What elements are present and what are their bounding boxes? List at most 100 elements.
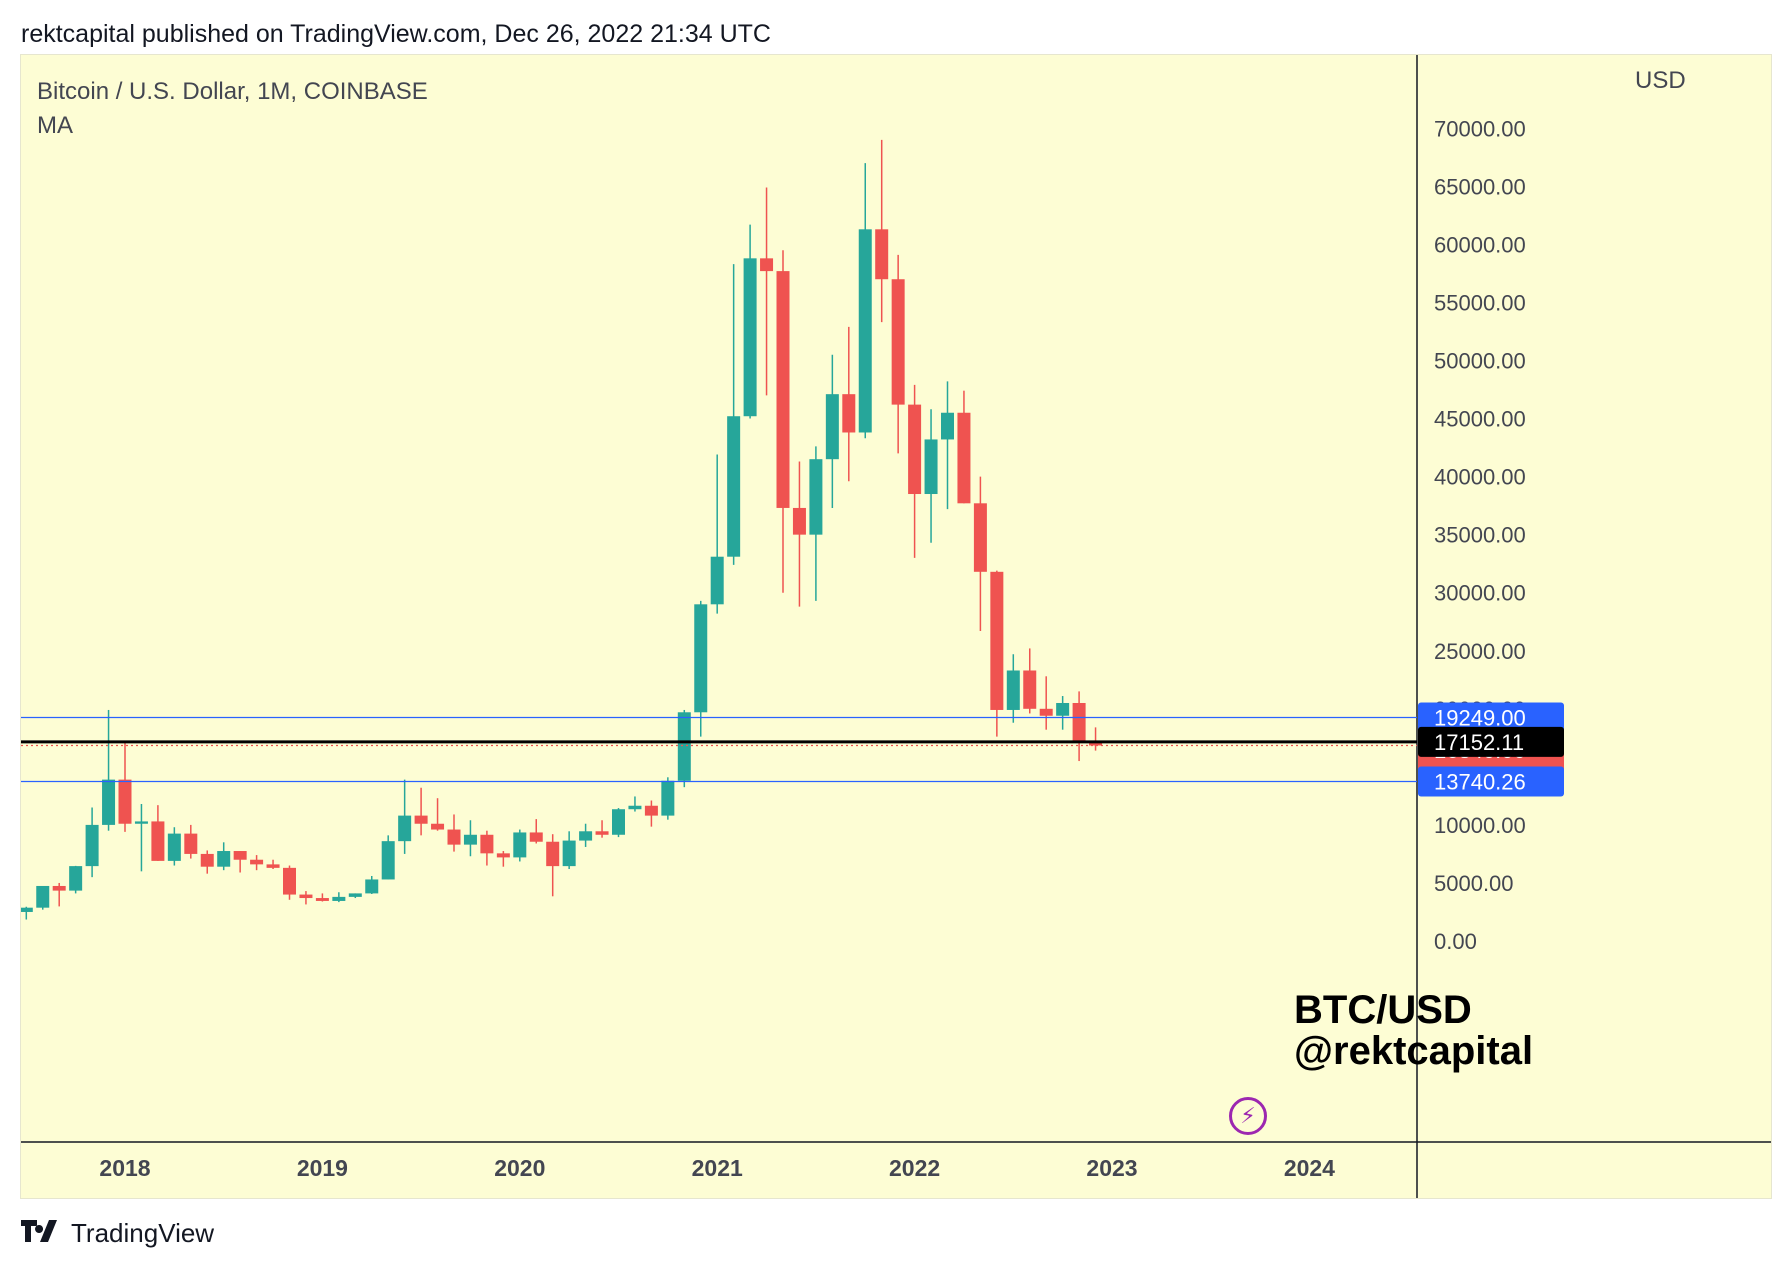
candle-body [21,907,33,912]
candle-2019-10[interactable] [463,820,477,857]
candle-body [315,898,329,901]
candle-2022-06[interactable] [990,570,1004,737]
price-tick-label: 35000.00 [1434,523,1526,548]
candle-2020-08[interactable] [628,796,642,812]
published-line: rektcapital published on TradingView.com… [21,20,771,48]
candle-2022-10[interactable] [1056,696,1070,730]
candle-2020-02[interactable] [529,819,543,844]
candle-2017-08[interactable] [36,885,50,910]
candle-2020-12[interactable] [694,600,708,737]
candle-2020-07[interactable] [612,808,625,838]
candle-2019-02[interactable] [332,892,346,903]
candle-2022-05[interactable] [973,476,987,632]
price-tag-17152.11[interactable]: 17152.11 [1418,726,1564,757]
candle-2019-01[interactable] [315,893,329,902]
candle-2019-05[interactable] [381,835,395,880]
candle-body [990,571,1004,710]
tradingview-brand[interactable]: TradingView [21,1218,214,1249]
candle-2021-08[interactable] [825,354,839,508]
candle-body [908,404,922,495]
candle-2021-12[interactable] [891,254,905,454]
time-tick-label: 2024 [1284,1155,1335,1181]
candle-2019-04[interactable] [365,875,379,894]
candle-2018-02[interactable] [134,804,148,872]
candle-2022-08[interactable] [1023,648,1037,714]
chart-frame[interactable]: 0.005000.0010000.0015000.0020000.0025000… [20,54,1772,1199]
candle-2021-06[interactable] [792,461,806,607]
candle-2020-05[interactable] [579,823,593,847]
price-tag-13740.26[interactable]: 13740.26 [1418,766,1564,797]
candle-2021-10[interactable] [858,163,872,439]
candle-2022-01[interactable] [908,384,922,558]
candle-body [1006,670,1020,710]
candle-2022-07[interactable] [1006,654,1020,723]
candle-2018-12[interactable] [299,891,313,905]
candle-2018-11[interactable] [283,865,296,900]
candle-2018-05[interactable] [184,824,198,859]
candle-2018-03[interactable] [151,805,165,861]
candle-2021-02[interactable] [727,264,741,565]
time-tick-label: 2019 [297,1155,348,1181]
candle-2020-01[interactable] [513,829,527,862]
time-tick-label: 2020 [494,1155,545,1181]
candle-2021-05[interactable] [776,250,790,593]
candle-2017-10[interactable] [69,865,83,894]
candle-body [941,412,954,440]
candle-2020-04[interactable] [562,831,576,870]
chart-legend[interactable]: Bitcoin / U.S. Dollar, 1M, COINBASE MA [37,75,428,143]
candle-body [875,229,889,280]
price-tick-label: 60000.00 [1434,232,1526,257]
candle-2020-06[interactable] [595,820,609,838]
candle-2018-07[interactable] [217,842,231,871]
candle-2021-03[interactable] [743,224,757,419]
price-tag-19249.00[interactable]: 19249.00 [1418,702,1564,733]
candle-body [612,809,625,835]
candle-2022-03[interactable] [941,381,954,510]
symbol-title[interactable]: Bitcoin / U.S. Dollar, 1M, COINBASE [37,78,428,105]
indicator-label[interactable]: MA [37,112,73,139]
candle-body [973,503,987,572]
candle-2022-04[interactable] [957,390,971,504]
candle-2019-03[interactable] [348,893,362,899]
candle-2019-12[interactable] [496,851,510,867]
candle-2017-12[interactable] [102,709,116,831]
candle-2019-06[interactable] [398,779,412,854]
candle-2019-08[interactable] [431,798,445,831]
candle-2018-04[interactable] [167,827,181,866]
candle-2022-11[interactable] [1072,691,1086,762]
candle-2021-09[interactable] [842,326,856,482]
candle-2020-03[interactable] [546,834,560,897]
candlestick-chart[interactable]: 0.005000.0010000.0015000.0020000.0025000… [21,55,1771,1198]
candle-2017-11[interactable] [85,807,99,878]
candle-2018-08[interactable] [233,851,247,873]
candle-2020-09[interactable] [644,800,658,827]
candle-2021-11[interactable] [875,139,889,323]
price-tick-label: 5000.00 [1434,871,1514,896]
candle-2018-06[interactable] [200,850,214,874]
candle-body [365,879,379,894]
candle-2019-09[interactable] [447,814,461,852]
candle-body [447,829,461,845]
candle-body [1089,741,1103,746]
candle-2019-11[interactable] [480,830,494,866]
candle-2022-02[interactable] [924,409,938,543]
candle-2019-07[interactable] [414,787,428,836]
candle-2021-01[interactable] [710,454,724,614]
candle-2018-10[interactable] [266,859,280,870]
candle-2018-01[interactable] [118,741,132,832]
price-tag-bg [1418,766,1564,797]
price-tag-text: 19249.00 [1434,706,1526,731]
candle-2017-09[interactable] [52,882,66,907]
candle-2021-07[interactable] [809,446,823,601]
candle-2020-11[interactable] [677,709,691,788]
candle-2022-09[interactable] [1039,676,1053,730]
candle-body [414,815,428,824]
candle-2022-12[interactable] [1089,727,1103,751]
candle-2021-04[interactable] [760,187,774,396]
lightning-icon[interactable]: ⚡ [1229,1097,1267,1135]
brand-name: TradingView [71,1218,215,1248]
candle-2018-09[interactable] [250,855,264,871]
candle-2017-07[interactable] [21,906,33,920]
candle-body [628,805,642,810]
candle-2020-10[interactable] [661,777,675,820]
